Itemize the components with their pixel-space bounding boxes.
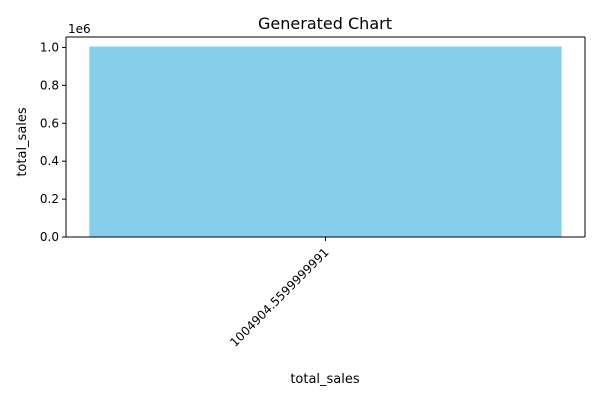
y-tick-label: 0.0 — [40, 230, 59, 244]
bar — [89, 46, 562, 238]
y-tick-label: 0.6 — [40, 116, 59, 130]
chart-title: Generated Chart — [258, 14, 392, 33]
y-tick-label: 1.0 — [40, 40, 59, 54]
y-tick-label: 0.4 — [40, 154, 59, 168]
y-offset-label: 1e6 — [68, 22, 91, 36]
x-axis-label: total_sales — [290, 372, 360, 387]
y-tick-label: 0.2 — [40, 192, 59, 206]
y-tick-label: 0.8 — [40, 78, 59, 92]
plot-area: 0.0 0.2 0.4 0.6 0.8 1.0 1004904.5599999991 — [40, 36, 586, 350]
x-tick-label: 1004904.5599999991 — [227, 245, 331, 349]
y-axis-label: total_sales — [15, 107, 30, 177]
